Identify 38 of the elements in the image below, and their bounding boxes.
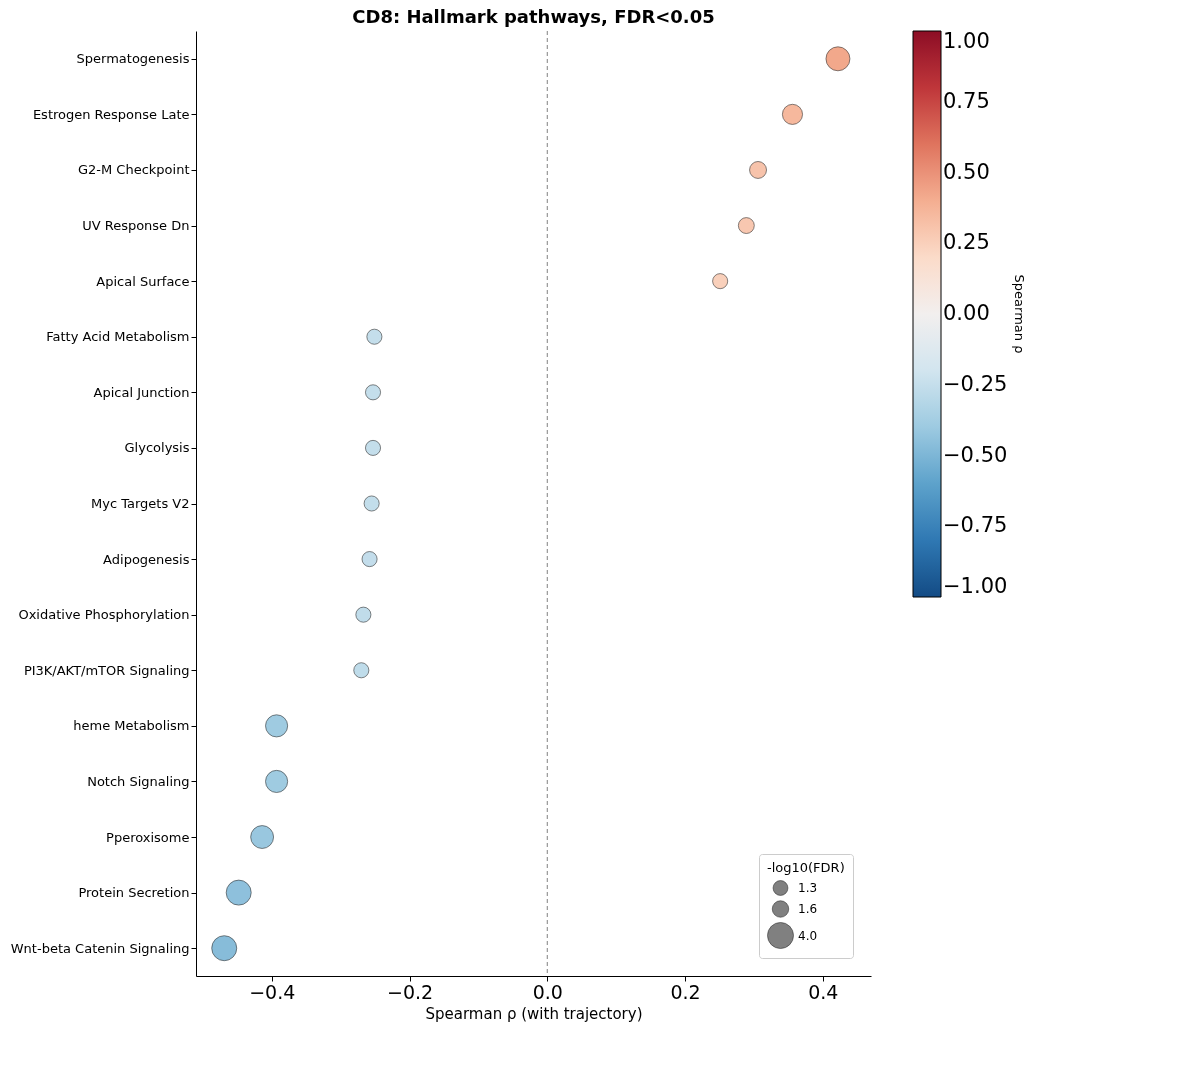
color-bar-label: 0.75 — [943, 88, 990, 113]
color-bar-label: 0.25 — [943, 230, 990, 255]
x-tick-label: 0.0 — [532, 980, 563, 1003]
y-tick-label: Myc Targets V2 — [91, 496, 190, 511]
y-tick-label: Notch Signaling — [87, 773, 190, 789]
color-bar-label: −0.50 — [943, 442, 1008, 467]
y-tick-label: heme Metabolism — [73, 718, 190, 734]
color-bar-label: −0.25 — [943, 371, 1008, 396]
legend-title: -log10(FDR) — [767, 860, 845, 875]
legend-label: 1.3 — [798, 881, 818, 895]
y-tick-label: PI3K/AKT/mTOR Signaling — [23, 662, 190, 678]
color-bar-label: 0.00 — [943, 301, 990, 325]
color-bar-label: 1.00 — [943, 29, 990, 53]
color-bar-label: 0.50 — [943, 159, 990, 184]
x-tick-label: 0.2 — [670, 980, 701, 1003]
y-tick-label: Glycolysis — [124, 440, 190, 456]
y-tick-label: Protein Secretion — [78, 885, 190, 901]
y-tick-label: Apical Junction — [93, 384, 190, 400]
color-bar-label: −1.00 — [943, 574, 1008, 598]
y-tick-label: Apical Surface — [96, 273, 190, 289]
y-tick-label: Fatty Acid Metabolism — [46, 329, 190, 345]
y-tick-label: Wnt-beta Catenin Signaling — [10, 940, 190, 956]
chart-title: CD8: Hallmark pathways, FDR<0.05 — [352, 5, 715, 27]
x-tick-label: −0.4 — [249, 980, 296, 1003]
y-tick-label: Oxidative Phosphorylation — [18, 607, 190, 623]
y-tick-label: Adipogenesis — [103, 551, 190, 567]
y-tick-label: Estrogen Response Late — [32, 106, 190, 122]
legend-label: 4.0 — [798, 928, 818, 943]
legend-label: 1.6 — [798, 902, 818, 916]
y-tick-label: UV Response Dn — [82, 218, 190, 234]
color-bar-title: Spearman ρ — [1012, 274, 1027, 354]
x-axis-title: Spearman ρ (with trajectory) — [425, 1004, 643, 1023]
y-tick-label: Pperoxisome — [106, 829, 190, 845]
x-tick-label: 0.4 — [808, 980, 839, 1003]
x-tick-label: −0.2 — [386, 980, 434, 1003]
y-tick-label: G2-M Checkpoint — [77, 162, 190, 178]
y-tick-label: Spermatogenesis — [76, 51, 190, 67]
color-bar-label: −0.75 — [943, 513, 1008, 538]
